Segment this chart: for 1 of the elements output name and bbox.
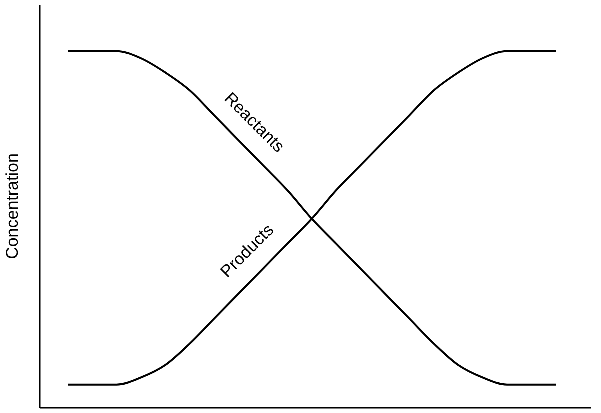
y-axis-title: Concentration xyxy=(3,154,22,260)
